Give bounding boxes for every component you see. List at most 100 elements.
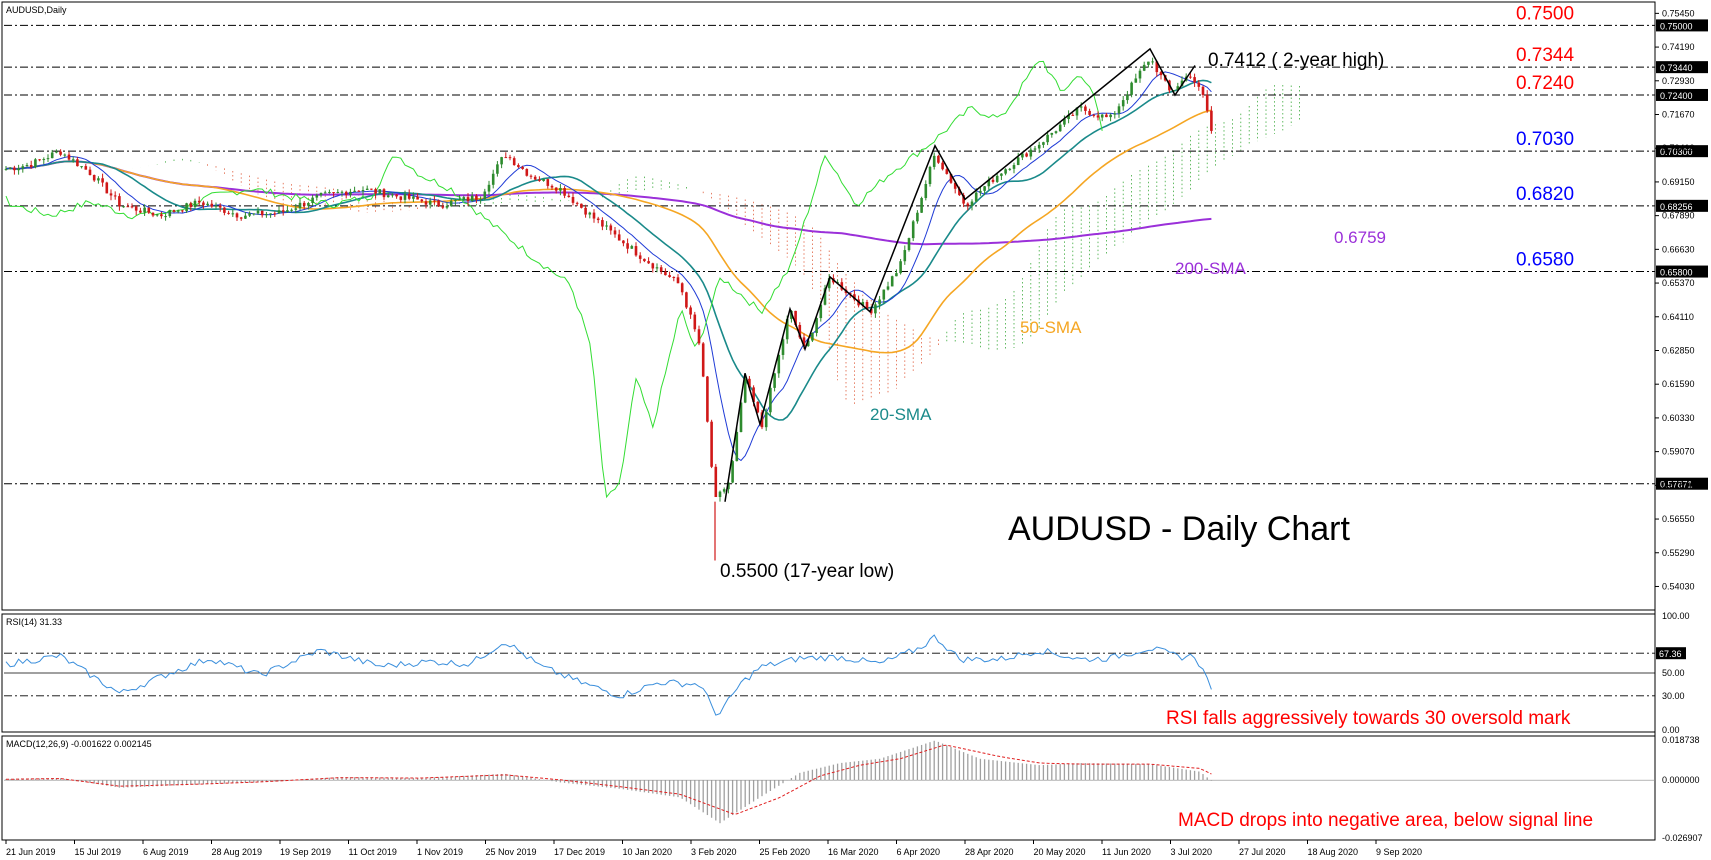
candle-body xyxy=(151,212,155,216)
main-panel-label: AUDUSD,Daily xyxy=(6,5,67,15)
candle-body xyxy=(101,178,104,183)
candle-body xyxy=(693,314,697,330)
candle-body xyxy=(655,267,659,269)
candle-body xyxy=(231,213,235,215)
time-tick-label: 6 Apr 2020 xyxy=(897,847,941,857)
time-tick-label: 3 Feb 2020 xyxy=(691,847,737,857)
rsi-annotation: RSI falls aggressively towards 30 overso… xyxy=(1166,708,1571,729)
price-tick-label: 0.70410 xyxy=(1662,143,1695,153)
candle-body xyxy=(344,191,348,195)
indicator-lines xyxy=(5,60,1212,499)
candle-body xyxy=(139,210,142,213)
rsi-tick-label: 50.00 xyxy=(1662,668,1685,678)
candle-body xyxy=(806,340,810,347)
candle-body xyxy=(1004,169,1007,174)
candle-body xyxy=(420,199,424,202)
candle-body xyxy=(302,202,306,206)
candle-body xyxy=(59,151,62,155)
candle-body xyxy=(1021,153,1024,158)
candle-body xyxy=(1063,119,1066,125)
candle-body xyxy=(336,192,340,194)
candle-body xyxy=(34,159,37,168)
rsi-tick-label: 0.00 xyxy=(1662,725,1680,735)
candle-body xyxy=(1117,106,1121,114)
candle-body xyxy=(819,304,823,319)
candle-body xyxy=(1000,173,1003,176)
candle-body xyxy=(634,246,638,256)
candle-body xyxy=(252,213,256,215)
candle-body xyxy=(63,154,67,156)
level-axis-label: 0.72400 xyxy=(1660,91,1693,101)
macd-annotation: MACD drops into negative area, below sig… xyxy=(1178,810,1593,831)
candle-body xyxy=(42,159,46,161)
trend-lines xyxy=(724,47,1196,502)
candle-body xyxy=(626,243,629,249)
candle-body xyxy=(1159,72,1163,76)
candle-body xyxy=(349,191,352,195)
candle-body xyxy=(525,168,529,176)
candle-body xyxy=(874,304,877,314)
rsi-tick-label: 100.00 xyxy=(1662,611,1690,621)
candle-body xyxy=(895,273,898,277)
candle-body xyxy=(155,214,159,216)
candle-body xyxy=(811,333,814,341)
candle-body xyxy=(672,276,676,278)
candle-body xyxy=(916,212,919,222)
candle-body xyxy=(676,277,680,284)
candle-body xyxy=(38,159,41,161)
candle-body xyxy=(689,307,692,315)
price-tick-label: 0.55290 xyxy=(1662,548,1695,558)
candle-body xyxy=(248,213,251,216)
level-axis-box xyxy=(1656,265,1708,278)
rsi-current-box xyxy=(1656,647,1686,660)
price-tick-label: 0.62850 xyxy=(1662,345,1695,355)
candle-body xyxy=(4,168,8,170)
candle-body xyxy=(953,182,957,189)
candle-body xyxy=(542,179,545,181)
candle-body xyxy=(869,308,873,314)
candlesticks xyxy=(4,57,1213,561)
candle-body xyxy=(424,201,428,205)
level-axis-box xyxy=(1656,477,1708,490)
candle-body xyxy=(777,354,781,374)
price-tick-label: 0.72930 xyxy=(1662,76,1695,86)
candle-body xyxy=(307,203,310,206)
candle-body xyxy=(706,376,709,422)
macd-tick-label: 0.018738 xyxy=(1662,735,1700,745)
sma200-label: 200-SMA xyxy=(1175,259,1247,278)
candle-body xyxy=(622,240,625,244)
candle-body xyxy=(802,337,806,347)
rsi-panel-label: RSI(14) 31.33 xyxy=(6,617,62,627)
candle-body xyxy=(899,261,902,274)
level-label: 0.7240 xyxy=(1516,73,1574,94)
candle-body xyxy=(668,275,671,277)
candle-body xyxy=(449,200,453,206)
candle-body xyxy=(323,192,327,194)
rsi-line xyxy=(5,634,1212,716)
candle-body xyxy=(638,255,642,259)
candle-body xyxy=(218,205,222,208)
candle-body xyxy=(479,199,482,201)
tenkan-line xyxy=(5,71,1212,462)
candle-body xyxy=(697,329,701,344)
candle-body xyxy=(1197,82,1201,87)
time-tick-label: 19 Sep 2019 xyxy=(280,847,331,857)
candle-body xyxy=(1205,94,1209,111)
candle-body xyxy=(651,263,655,269)
candle-body xyxy=(311,197,314,204)
candle-body xyxy=(647,261,650,264)
candle-body xyxy=(827,278,831,289)
candle-body xyxy=(1025,153,1028,157)
candle-body xyxy=(1084,106,1087,111)
candle-body xyxy=(1109,114,1112,118)
candle-body xyxy=(1201,86,1205,95)
candle-body xyxy=(21,166,25,169)
candle-body xyxy=(714,466,718,498)
candle-body xyxy=(113,195,117,197)
candle-body xyxy=(1113,113,1117,115)
candle-body xyxy=(353,190,356,192)
time-axis: 21 Jun 2019 15 Jul 2019 6 Aug 2019 28 Aug 2… xyxy=(5,840,1422,857)
candle-body xyxy=(391,194,394,196)
candle-body xyxy=(1176,86,1180,91)
candle-body xyxy=(605,225,608,227)
